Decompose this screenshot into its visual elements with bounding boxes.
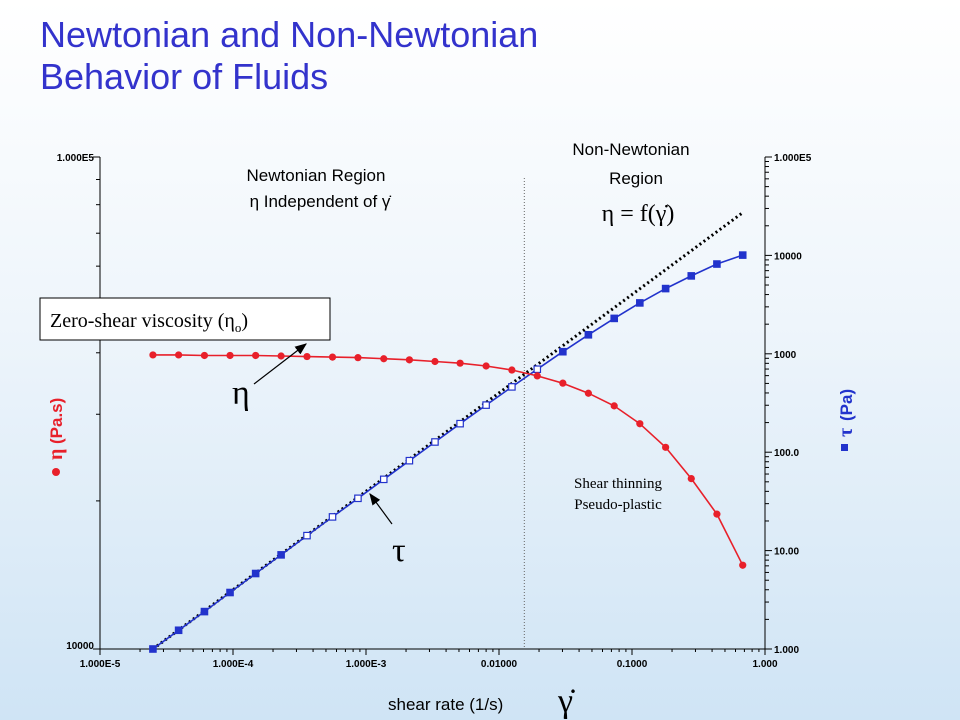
newtonian-region-sublabel: η Independent of γ̇ <box>250 192 392 211</box>
eta-data-point <box>380 355 388 363</box>
eta-data-point <box>687 474 695 483</box>
eta-data-point <box>328 353 337 361</box>
tau-curve-label: τ <box>392 532 406 569</box>
tau-data-point <box>713 260 721 268</box>
x-tick-label: 1.000E-3 <box>346 659 387 670</box>
zero-shear-callout-text: Zero-shear viscosity (ηo) <box>50 310 248 335</box>
non-newtonian-region-label: Non-Newtonian <box>572 140 689 159</box>
x-tick-label: 1.000 <box>752 659 777 670</box>
tau-data-point <box>354 494 362 503</box>
y-left-tick-label: 1.000E5 <box>57 153 95 164</box>
y-right-tick-label: 10.00 <box>774 547 799 558</box>
newtonian-fit-line <box>152 211 744 651</box>
tau-data-point <box>636 299 644 307</box>
eta-data-point <box>303 352 311 361</box>
eta-data-point <box>431 357 439 366</box>
zero-shear-subscript: o <box>235 320 242 335</box>
y-left-legend-marker <box>52 468 60 476</box>
non-newtonian-equation: η = f(γ̇) <box>602 201 675 227</box>
y-left-tick-label: 10000 <box>66 641 94 652</box>
tau-data-point <box>456 419 464 428</box>
eta-label-arrow <box>253 343 307 385</box>
chart-axes: 1.000E-5 1.000E-4 1.000E-3 0.01000 0.1000 1.0… <box>57 153 812 670</box>
y-right-axis-symbol: τ <box>835 428 857 437</box>
tau-data-point <box>405 456 414 465</box>
eta-data-point <box>739 561 747 569</box>
eta-data-point <box>200 351 209 360</box>
tau-data-point <box>303 531 311 540</box>
shear-thinning-label: Shear thinning <box>574 476 662 492</box>
eta-data-point <box>508 366 516 374</box>
eta-data-point <box>226 351 234 360</box>
tau-data-point <box>200 607 209 616</box>
y-right-axis-label: (Pa) <box>837 389 856 421</box>
y-right-axis-title: τ (Pa) <box>835 389 857 451</box>
newtonian-region-label: Newtonian Region <box>247 166 386 185</box>
y-right-tick-label: 10000 <box>774 251 802 262</box>
eta-data-point <box>662 443 670 451</box>
x-tick-label: 0.01000 <box>481 659 518 670</box>
x-axis-label: shear rate (1/s) <box>388 695 503 714</box>
tau-data-point <box>584 330 593 339</box>
tau-data-point <box>559 347 567 356</box>
eta-data-point <box>533 372 541 380</box>
eta-data-point <box>584 389 592 397</box>
y-left-axis-title: η (Pa.s) <box>45 398 67 476</box>
zero-shear-tail: ) <box>241 310 248 332</box>
eta-data-point <box>559 379 567 387</box>
y-right-legend-marker <box>841 444 848 451</box>
tau-data-point <box>277 551 285 559</box>
slide-title: Newtonian and Non-Newtonian Behavior of … <box>40 14 920 98</box>
tau-data-point <box>661 284 670 293</box>
eta-curve-label: η <box>232 375 250 412</box>
zero-shear-callout-box <box>39 297 331 341</box>
eta-data-point <box>252 351 260 360</box>
eta-data-point <box>610 402 618 410</box>
zero-shear-text: Zero-shear viscosity (η <box>50 310 235 332</box>
chart-marks <box>149 178 747 653</box>
eta-data-point <box>354 354 362 362</box>
tau-data-point <box>610 314 619 323</box>
title-line-2: Behavior of Fluids <box>40 56 329 97</box>
eta-data-point <box>713 510 721 518</box>
tau-label-arrow <box>369 493 393 525</box>
y-right-tick-label: 1000 <box>774 350 797 361</box>
eta-data-point <box>405 356 414 364</box>
eta-data-point <box>636 420 644 428</box>
eta-data-point <box>456 359 464 367</box>
tau-data-point <box>482 401 490 409</box>
eta-data-point <box>175 351 183 359</box>
x-axis-symbol: γ̇ <box>557 683 575 720</box>
y-left-axis-symbol: η <box>45 449 67 460</box>
y-right-tick-label: 1.000E5 <box>774 153 812 164</box>
non-newtonian-region-label-2: Region <box>609 169 663 188</box>
tau-data-point <box>687 272 696 280</box>
y-right-tick-label: 100.0 <box>774 448 799 459</box>
tau-data-point <box>431 438 439 446</box>
tau-data-point <box>251 569 260 578</box>
x-tick-label: 1.000E-5 <box>80 659 121 670</box>
eta-data-point <box>277 352 285 360</box>
tau-data-point <box>508 383 516 391</box>
tau-series-line <box>152 254 743 650</box>
tau-data-point <box>738 251 747 259</box>
x-tick-label: 1.000E-4 <box>213 659 254 670</box>
eta-series-line <box>152 354 744 566</box>
y-left-axis-label: (Pa.s) <box>47 398 66 444</box>
tau-data-point <box>174 626 183 635</box>
x-tick-label: 0.1000 <box>617 659 648 670</box>
pseudo-plastic-label: Pseudo-plastic <box>574 497 662 513</box>
eta-data-point <box>149 351 157 359</box>
tau-data-point <box>328 513 337 521</box>
y-right-tick-label: 1.000 <box>774 645 799 656</box>
tau-data-point <box>149 645 157 653</box>
eta-data-point <box>482 362 490 370</box>
tau-data-point <box>379 475 388 484</box>
tau-data-point <box>533 365 542 374</box>
tau-data-point <box>226 588 234 597</box>
title-line-1: Newtonian and Non-Newtonian <box>40 14 539 55</box>
